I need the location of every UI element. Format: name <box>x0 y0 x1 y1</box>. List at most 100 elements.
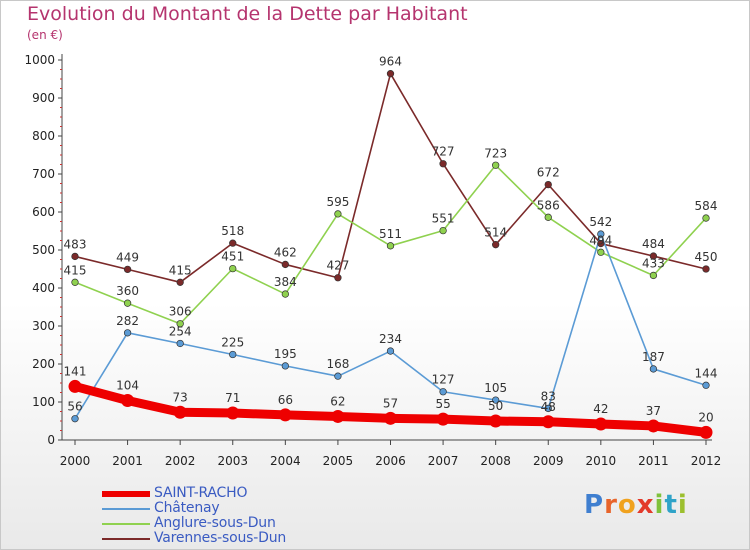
legend-item-chatenay: Châtenay <box>102 500 332 516</box>
data-point <box>334 372 342 380</box>
data-label: 105 <box>484 381 507 395</box>
legend-label-anglure-sous-dun: Anglure-sous-Dun <box>154 515 276 531</box>
data-point <box>173 405 187 419</box>
data-point <box>597 248 605 256</box>
data-point <box>702 214 710 222</box>
legend-item-saint-racho: SAINT-RACHO <box>102 485 332 501</box>
data-label: 427 <box>326 259 349 273</box>
data-point <box>71 252 79 261</box>
data-point <box>439 388 447 396</box>
x-tick-label: 2001 <box>112 454 143 468</box>
data-point <box>594 417 608 431</box>
data-point <box>439 160 447 168</box>
data-point <box>123 265 132 274</box>
data-label: 964 <box>379 55 402 69</box>
data-label: 415 <box>169 263 192 277</box>
data-point <box>649 252 658 260</box>
data-point <box>334 274 342 282</box>
data-point <box>597 230 605 238</box>
y-tick-label: 900 <box>32 91 55 105</box>
data-point <box>492 241 500 249</box>
legend-item-anglure-sous-dun: Anglure-sous-Dun <box>102 515 332 531</box>
data-point <box>541 415 555 429</box>
data-label: 127 <box>432 373 455 387</box>
data-label: 483 <box>64 237 87 251</box>
legend-label-chatenay: Châtenay <box>154 500 220 516</box>
legend-label-saint-racho: SAINT-RACHO <box>154 485 248 501</box>
legend: SAINT-RACHO Châtenay Anglure-sous-Dun Va… <box>102 485 332 546</box>
data-point <box>281 362 289 370</box>
x-tick-label: 2009 <box>533 454 564 468</box>
y-tick-label: 0 <box>47 433 55 447</box>
data-point <box>176 320 184 328</box>
data-label: 104 <box>116 378 139 392</box>
data-label: 449 <box>116 250 139 264</box>
data-point <box>331 409 345 423</box>
data-label: 225 <box>221 336 244 350</box>
data-label: 71 <box>225 391 240 405</box>
legend-swatch-varennes-sous-dun <box>102 538 150 540</box>
chart-axes: 0 100 200 300 400 500 600 700 800 900 1000 2000 2001… <box>24 53 721 468</box>
data-label: 450 <box>695 250 718 264</box>
data-label: 584 <box>695 199 718 213</box>
logo-letter: x <box>636 490 655 520</box>
x-tick-label: 2008 <box>480 454 511 468</box>
data-point <box>386 347 395 355</box>
data-point <box>649 271 658 280</box>
data-label: 48 <box>541 400 556 414</box>
logo-letter: P <box>584 490 605 520</box>
data-label: 514 <box>484 226 507 240</box>
data-label: 727 <box>432 145 455 159</box>
data-label: 37 <box>646 404 661 418</box>
logo-letter: t <box>664 490 678 520</box>
data-label: 462 <box>274 245 297 259</box>
data-point <box>386 70 395 78</box>
data-label: 433 <box>642 256 665 270</box>
data-label: 50 <box>488 399 503 413</box>
data-label: 518 <box>221 224 244 238</box>
data-point <box>597 239 605 248</box>
data-label: 551 <box>432 212 455 226</box>
y-tick-label: 200 <box>32 357 55 371</box>
data-point <box>384 411 397 425</box>
data-label: 57 <box>383 396 398 410</box>
data-label: 56 <box>67 400 82 414</box>
data-label: 66 <box>278 393 293 407</box>
data-label: 62 <box>330 394 345 408</box>
data-point <box>439 226 447 235</box>
x-tick-label: 2011 <box>638 454 669 468</box>
data-point <box>71 278 79 286</box>
data-label: 484 <box>642 237 665 251</box>
data-point <box>702 381 710 389</box>
data-label: 384 <box>274 275 297 289</box>
data-label: 141 <box>64 364 87 378</box>
data-point <box>544 180 552 189</box>
data-label: 55 <box>435 397 450 411</box>
data-point <box>489 414 503 428</box>
data-point <box>176 339 184 348</box>
data-label: 595 <box>326 195 349 209</box>
series-lines <box>70 72 711 437</box>
legend-label-varennes-sous-dun: Varennes-sous-Dun <box>154 530 287 546</box>
data-label: 234 <box>379 332 402 346</box>
y-tick-label: 100 <box>32 395 55 409</box>
data-label: 672 <box>537 166 560 180</box>
data-point <box>436 412 450 426</box>
data-point <box>121 393 135 407</box>
y-tick-label: 500 <box>32 243 55 257</box>
data-label: 451 <box>221 250 244 264</box>
data-label: 187 <box>642 350 665 364</box>
x-tick-label: 2012 <box>691 454 722 468</box>
data-label: 282 <box>116 314 139 328</box>
data-point <box>281 290 289 298</box>
data-label: 723 <box>484 146 507 160</box>
logo-letter: o <box>617 490 637 520</box>
proxiti-logo: Proxiti <box>584 490 688 520</box>
data-point <box>649 365 658 373</box>
series-points <box>68 70 713 439</box>
y-tick-label: 700 <box>32 167 55 181</box>
data-label: 494 <box>589 233 612 247</box>
data-label: 73 <box>173 390 188 404</box>
